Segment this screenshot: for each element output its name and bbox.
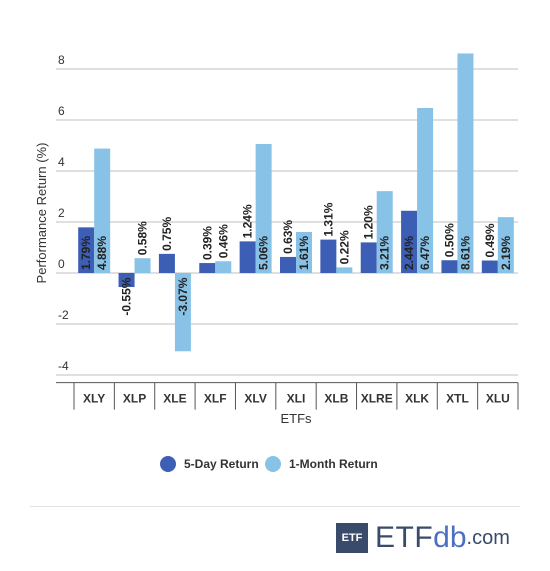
- legend-swatch: [160, 456, 176, 472]
- bar-5day-xli: [280, 256, 296, 273]
- data-label: 3.21%: [378, 236, 392, 270]
- data-label: 0.58%: [136, 221, 150, 255]
- legend-label: 5-Day Return: [184, 457, 259, 471]
- data-label: -3.07%: [176, 277, 190, 315]
- bar-5day-xlp: [118, 273, 135, 288]
- bar-5day-xlre: [360, 242, 377, 273]
- data-label: 6.47%: [418, 236, 432, 270]
- bar-1month-xlb: [336, 267, 353, 273]
- bar-5day-xle: [158, 253, 175, 273]
- data-label: 1.20%: [362, 205, 376, 239]
- data-label: 0.46%: [216, 224, 230, 258]
- bar-5day-xlv: [239, 241, 256, 273]
- x-tick-label: XLE: [163, 392, 186, 406]
- data-label: 2.19%: [499, 236, 513, 270]
- y-tick-label: 4: [58, 155, 65, 169]
- bar-5day-xlb: [320, 239, 337, 273]
- data-label: 4.88%: [95, 236, 109, 270]
- bar-5day-xlf: [199, 263, 216, 273]
- bar-chart: -4 -2 0 2 4 6 8 1.79% 4.88% XLY -0.55% 0.58% XLP 0.75…: [34, 53, 519, 472]
- bar-5day-xly: [78, 227, 95, 273]
- data-label: 1.31%: [321, 202, 335, 236]
- data-label: 0.63%: [281, 220, 295, 254]
- legend-swatch: [265, 456, 281, 472]
- logo-com: .com: [466, 527, 510, 549]
- data-label: 0.49%: [483, 223, 497, 257]
- x-tick-label: XLF: [204, 392, 227, 406]
- bar-1month-xlu: [497, 217, 514, 273]
- y-tick-label: 2: [58, 206, 65, 220]
- data-label: 1.79%: [79, 236, 93, 270]
- data-label: 0.22%: [337, 230, 351, 264]
- bar-1month-xly: [94, 148, 111, 273]
- bar-5day-xtl: [441, 260, 458, 273]
- x-tick-label: XLI: [287, 392, 306, 406]
- bar-1month-xlk: [417, 108, 434, 273]
- y-axis-title: Performance Return (%): [34, 143, 49, 284]
- x-tick-label: XLB: [324, 392, 348, 406]
- bar-1month-xlf: [215, 261, 232, 273]
- x-tick-label: XLP: [123, 392, 146, 406]
- bar-1month-xlp: [134, 258, 151, 273]
- data-label: 5.06%: [257, 236, 271, 270]
- data-label: 1.24%: [241, 204, 255, 238]
- etfdb-logo[interactable]: ETF ETF db .com: [336, 522, 510, 554]
- bar-1month-xlv: [255, 143, 272, 273]
- data-label: 0.75%: [160, 217, 174, 251]
- logo-etf: ETF: [375, 521, 434, 554]
- y-tick-label: -2: [58, 308, 69, 322]
- bar-5day-xlk: [401, 210, 418, 273]
- x-tick-label: XLV: [244, 392, 266, 406]
- data-label: 8.61%: [458, 236, 472, 270]
- x-tick-label: XLU: [486, 392, 510, 406]
- bar-5day-xlu: [481, 260, 498, 273]
- legend-label: 1-Month Return: [289, 457, 378, 471]
- logo-db: db: [433, 521, 467, 554]
- y-tick-label: 8: [58, 53, 65, 67]
- x-tick-label: XLK: [405, 392, 429, 406]
- data-label: -0.55%: [120, 277, 134, 315]
- x-tick-label: XTL: [446, 392, 469, 406]
- data-label: 0.39%: [200, 226, 214, 260]
- data-label: 2.44%: [402, 236, 416, 270]
- data-label: 1.61%: [297, 236, 311, 270]
- y-tick-label: 0: [58, 257, 65, 271]
- x-tick-label: XLRE: [361, 392, 393, 406]
- bar-1month-xtl: [457, 53, 474, 273]
- logo-mark: ETF: [336, 523, 368, 553]
- bar-1month-xle: [174, 273, 191, 352]
- y-tick-label: -4: [58, 359, 69, 373]
- y-tick-label: 6: [58, 104, 65, 118]
- data-label: 0.50%: [442, 223, 456, 257]
- bar-1month-xlre: [376, 191, 393, 273]
- bar-1month-xli: [296, 231, 312, 273]
- footer-divider: [30, 506, 520, 507]
- x-axis-title: ETFs: [280, 411, 312, 426]
- x-tick-label: XLY: [83, 392, 105, 406]
